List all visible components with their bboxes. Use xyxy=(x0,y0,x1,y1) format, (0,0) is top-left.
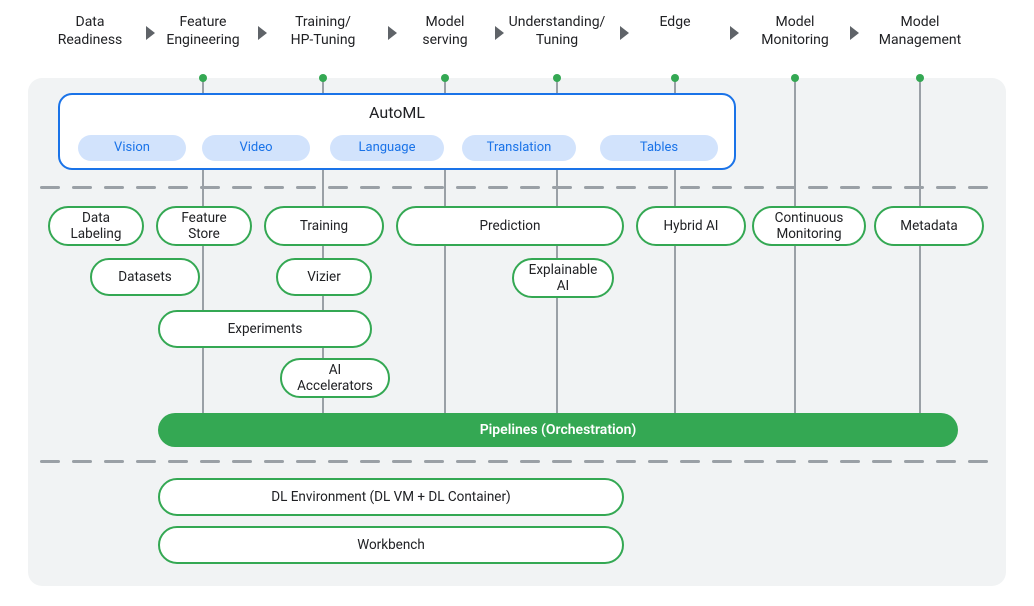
automl-pill: Language xyxy=(330,135,444,161)
pipelines-bar: Pipelines (Orchestration) xyxy=(158,413,958,447)
automl-pill-label: Translation xyxy=(487,140,552,155)
automl-pill-label: Video xyxy=(239,140,272,155)
component-pill-label: ExplainableAI xyxy=(529,262,598,294)
component-pill: Hybrid AI xyxy=(636,206,746,246)
component-pill: Workbench xyxy=(158,526,624,564)
component-pill-label: Hybrid AI xyxy=(664,218,719,234)
pipelines-bar-label: Pipelines (Orchestration) xyxy=(480,422,637,438)
automl-pill: Translation xyxy=(462,135,576,161)
stage-header-label: Edge xyxy=(615,14,735,32)
stage-header-label: Readiness xyxy=(30,32,150,50)
chevron-right-icon xyxy=(495,26,504,40)
component-pill-label: AIAccelerators xyxy=(297,362,373,394)
stage-header: Edge xyxy=(615,14,735,32)
component-pill-label: Training xyxy=(300,218,348,234)
stage-header: Training/HP-Tuning xyxy=(263,14,383,49)
automl-pill: Tables xyxy=(600,135,718,161)
component-pill-label: Datasets xyxy=(118,269,171,285)
automl-pill: Vision xyxy=(78,135,186,161)
chevron-right-icon xyxy=(388,26,397,40)
component-pill: ExplainableAI xyxy=(512,258,614,298)
automl-pill-label: Vision xyxy=(114,140,150,155)
automl-pill-label: Tables xyxy=(640,140,678,155)
component-pill-label: FeatureStore xyxy=(181,210,226,242)
stage-header-label: Tuning xyxy=(497,32,617,50)
component-pill: Vizier xyxy=(276,258,372,296)
component-pill: Datasets xyxy=(90,258,200,296)
component-pill-label: ContinuousMonitoring xyxy=(775,210,844,242)
separator-dot-icon xyxy=(319,74,327,82)
automl-title: AutoML xyxy=(60,103,734,122)
stage-header: Modelserving xyxy=(385,14,505,49)
automl-box: AutoML Vision Video Language Translation Tab… xyxy=(58,93,736,170)
component-pill: Experiments xyxy=(158,310,372,348)
component-pill: ContinuousMonitoring xyxy=(752,206,866,246)
component-pill-label: Vizier xyxy=(307,269,341,285)
component-pill-label: Experiments xyxy=(228,321,303,337)
component-pill-label: DataLabeling xyxy=(71,210,122,242)
stage-header-label: HP-Tuning xyxy=(263,32,383,50)
stage-header-label: Model xyxy=(735,14,855,32)
stage-header: Understanding/Tuning xyxy=(497,14,617,49)
component-pill: FeatureStore xyxy=(156,206,252,246)
automl-pill: Video xyxy=(202,135,310,161)
stage-header: DataReadiness xyxy=(30,14,150,49)
separator-dot-icon xyxy=(916,74,924,82)
chevron-right-icon xyxy=(258,26,267,40)
chevron-right-icon xyxy=(850,26,859,40)
stage-header: ModelManagement xyxy=(860,14,980,49)
chevron-right-icon xyxy=(146,26,155,40)
stage-header: FeatureEngineering xyxy=(143,14,263,49)
stage-header-label: Data xyxy=(30,14,150,32)
chevron-right-icon xyxy=(620,26,629,40)
stage-header-label: serving xyxy=(385,32,505,50)
component-pill: DL Environment (DL VM + DL Container) xyxy=(158,478,624,516)
separator-dot-icon xyxy=(553,74,561,82)
component-pill: Prediction xyxy=(396,206,624,246)
stage-header-label: Management xyxy=(860,32,980,50)
automl-pill-label: Language xyxy=(359,140,416,155)
separator-dot-icon xyxy=(199,74,207,82)
stage-header-label: Model xyxy=(860,14,980,32)
chevron-right-icon xyxy=(730,26,739,40)
component-pill-label: Workbench xyxy=(357,537,425,553)
stage-header-label: Feature xyxy=(143,14,263,32)
component-pill: AIAccelerators xyxy=(280,358,390,398)
stage-header-label: Engineering xyxy=(143,32,263,50)
stage-header: ModelMonitoring xyxy=(735,14,855,49)
component-pill: Metadata xyxy=(874,206,984,246)
stage-header-label: Understanding/ xyxy=(497,14,617,32)
component-pill: Training xyxy=(264,206,384,246)
separator-dot-icon xyxy=(791,74,799,82)
stage-header-label: Training/ xyxy=(263,14,383,32)
component-pill-label: Metadata xyxy=(900,218,957,234)
stage-header-label: Model xyxy=(385,14,505,32)
component-pill-label: Prediction xyxy=(480,218,541,234)
stage-header-label: Monitoring xyxy=(735,32,855,50)
component-pill-label: DL Environment (DL VM + DL Container) xyxy=(271,489,510,505)
separator-dot-icon xyxy=(671,74,679,82)
separator-dot-icon xyxy=(441,74,449,82)
component-pill: DataLabeling xyxy=(48,206,144,246)
